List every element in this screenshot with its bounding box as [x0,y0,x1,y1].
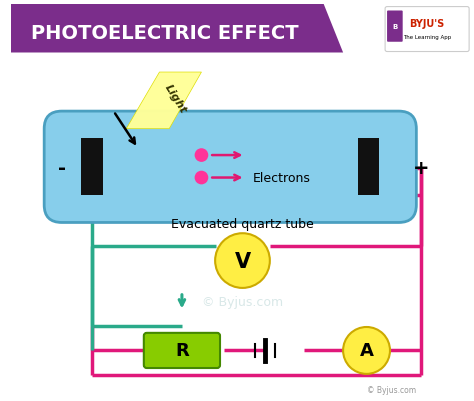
FancyBboxPatch shape [144,333,220,368]
Circle shape [343,327,390,374]
FancyBboxPatch shape [44,112,416,223]
Bar [82,139,103,196]
Bar [358,139,379,196]
Circle shape [195,149,208,162]
Text: V: V [235,251,251,271]
Text: The Learning App: The Learning App [403,35,451,40]
Circle shape [195,171,208,185]
Text: B: B [392,24,398,30]
Text: +: + [413,159,429,178]
Polygon shape [126,73,201,130]
Text: BYJU'S: BYJU'S [410,19,445,29]
Text: Evacuated quartz tube: Evacuated quartz tube [171,217,314,230]
Text: © Byjus.com: © Byjus.com [202,296,283,308]
Text: Light: Light [162,83,188,115]
Text: -: - [58,159,66,178]
Text: PHOTOELECTRIC EFFECT: PHOTOELECTRIC EFFECT [31,24,299,43]
Polygon shape [11,5,343,53]
Text: R: R [175,342,189,360]
FancyBboxPatch shape [385,8,469,53]
Text: © Byjus.com: © Byjus.com [367,385,417,394]
Text: Electrons: Electrons [253,172,311,184]
Text: A: A [360,342,374,360]
Circle shape [215,234,270,288]
FancyBboxPatch shape [387,12,403,43]
